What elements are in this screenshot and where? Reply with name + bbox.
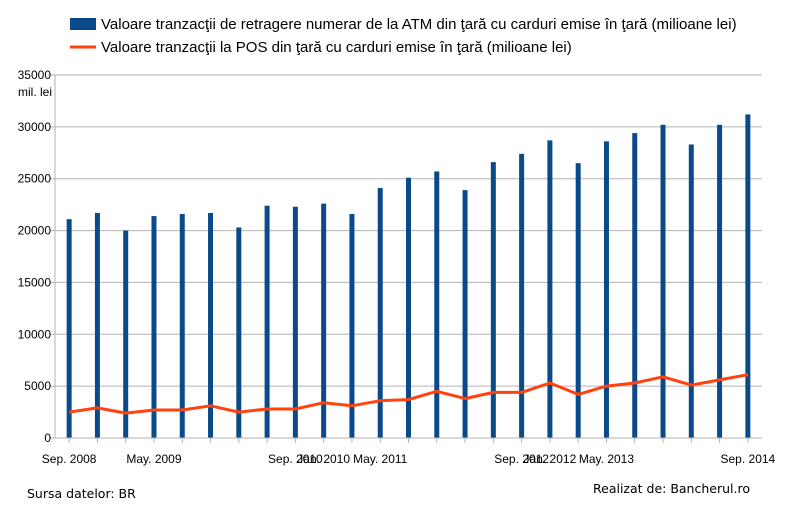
x-tick-label: Jan. 2012 xyxy=(524,452,577,466)
bar xyxy=(179,213,185,438)
bar xyxy=(377,188,383,438)
y-tick-label: 30000 xyxy=(18,120,52,134)
x-tick-label: Sep. 2010 xyxy=(268,452,323,466)
y-tick-label: 0 xyxy=(44,431,51,445)
y-axis-ticks: 0 5000 10000 15000 20000 25000 30000 35000 xyxy=(18,68,55,445)
x-tick-label: Sep. 2008 xyxy=(42,452,97,466)
x-tick-label: Sep. 2012 xyxy=(494,452,549,466)
y-axis-unit-label: mil. lei xyxy=(18,85,52,99)
bar xyxy=(264,205,270,438)
bar xyxy=(406,177,411,439)
bar xyxy=(94,212,100,438)
x-tick-label: Jan. 2010 xyxy=(297,452,350,466)
bar xyxy=(603,141,609,438)
bar xyxy=(208,212,214,438)
bar xyxy=(745,114,751,438)
bar xyxy=(349,213,355,438)
line-series xyxy=(68,373,749,415)
legend-label-pos: Valoare tranzacţii la POS din ţară cu ca… xyxy=(101,39,572,56)
legend-swatch-atm xyxy=(70,18,96,30)
bar xyxy=(660,124,666,438)
y-tick-label: 15000 xyxy=(18,275,52,289)
y-tick-label: 25000 xyxy=(18,172,52,186)
bar xyxy=(632,133,638,438)
legend: Valoare tranzacţii de retragere numerar … xyxy=(70,16,737,56)
y-tick-label: 20000 xyxy=(18,224,52,238)
bar xyxy=(688,144,694,438)
x-tick-label: May. 2013 xyxy=(579,452,634,466)
bar xyxy=(66,219,72,438)
bar xyxy=(151,216,157,438)
bar xyxy=(434,171,440,438)
bar xyxy=(236,227,242,438)
y-tick-label: 35000 xyxy=(18,68,52,82)
source-note: Sursa datelor: BR xyxy=(27,486,136,501)
bar xyxy=(462,190,468,438)
x-tick-label: Sep. 2014 xyxy=(721,452,776,466)
bar xyxy=(547,140,553,438)
bar xyxy=(123,230,129,438)
y-tick-label: 10000 xyxy=(18,327,52,341)
bar xyxy=(292,206,298,438)
x-tick-label: May. 2009 xyxy=(126,452,181,466)
y-tick-label: 5000 xyxy=(24,379,51,393)
credit-note: Realizat de: Bancherul.ro xyxy=(593,481,750,496)
legend-label-atm: Valoare tranzacţii de retragere numerar … xyxy=(101,16,737,33)
bar xyxy=(519,153,525,438)
bar xyxy=(321,203,327,438)
bar xyxy=(575,163,581,438)
series-line xyxy=(68,373,749,415)
bar-series xyxy=(66,114,751,439)
bar xyxy=(490,162,496,438)
bar xyxy=(717,124,723,438)
x-tick-label: May. 2011 xyxy=(353,452,408,466)
